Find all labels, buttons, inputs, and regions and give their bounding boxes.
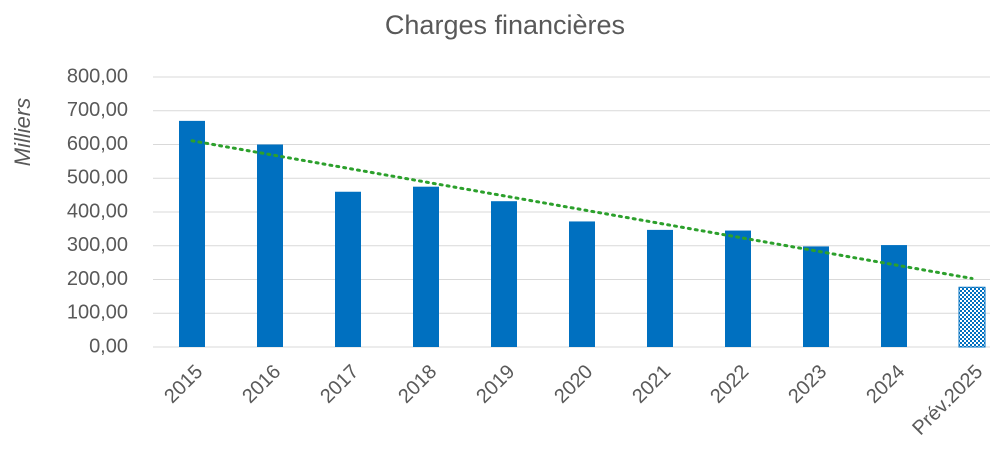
y-axis-label: Milliers [10,98,35,166]
x-tick-label: 2021 [628,361,675,408]
bar [569,221,595,347]
bar [803,246,829,347]
x-tick-label: Prév.2025 [908,361,987,440]
y-tick-label: 400,00 [67,200,128,222]
x-tick-label: 2023 [784,361,831,408]
bar [257,144,283,347]
x-tick-label: 2017 [316,361,363,408]
x-tick-label: 2020 [550,361,597,408]
y-tick-label: 600,00 [67,133,128,155]
x-tick-label: 2024 [862,361,909,408]
y-tick-label: 500,00 [67,167,128,189]
x-tick-label: 2022 [706,361,753,408]
bar [335,191,361,347]
y-tick-label: 100,00 [67,302,128,324]
x-tick-label: 2019 [472,361,519,408]
x-tick-label: 2018 [394,361,441,408]
bar [881,245,907,347]
bar [413,186,439,347]
bar [179,120,205,347]
bar [725,230,751,347]
y-tick-label: 700,00 [67,99,128,121]
chart-title: Charges financières [385,10,625,40]
trendline [190,139,974,280]
bar [958,286,986,348]
x-tick-label: 2016 [238,361,285,408]
x-tick-label: 2015 [160,361,207,408]
y-tick-label: 300,00 [67,234,128,256]
bar [491,201,517,347]
bar [647,229,673,347]
y-tick-label: 0,00 [89,335,128,357]
y-tick-label: 800,00 [67,65,128,87]
y-tick-label: 200,00 [67,268,128,290]
